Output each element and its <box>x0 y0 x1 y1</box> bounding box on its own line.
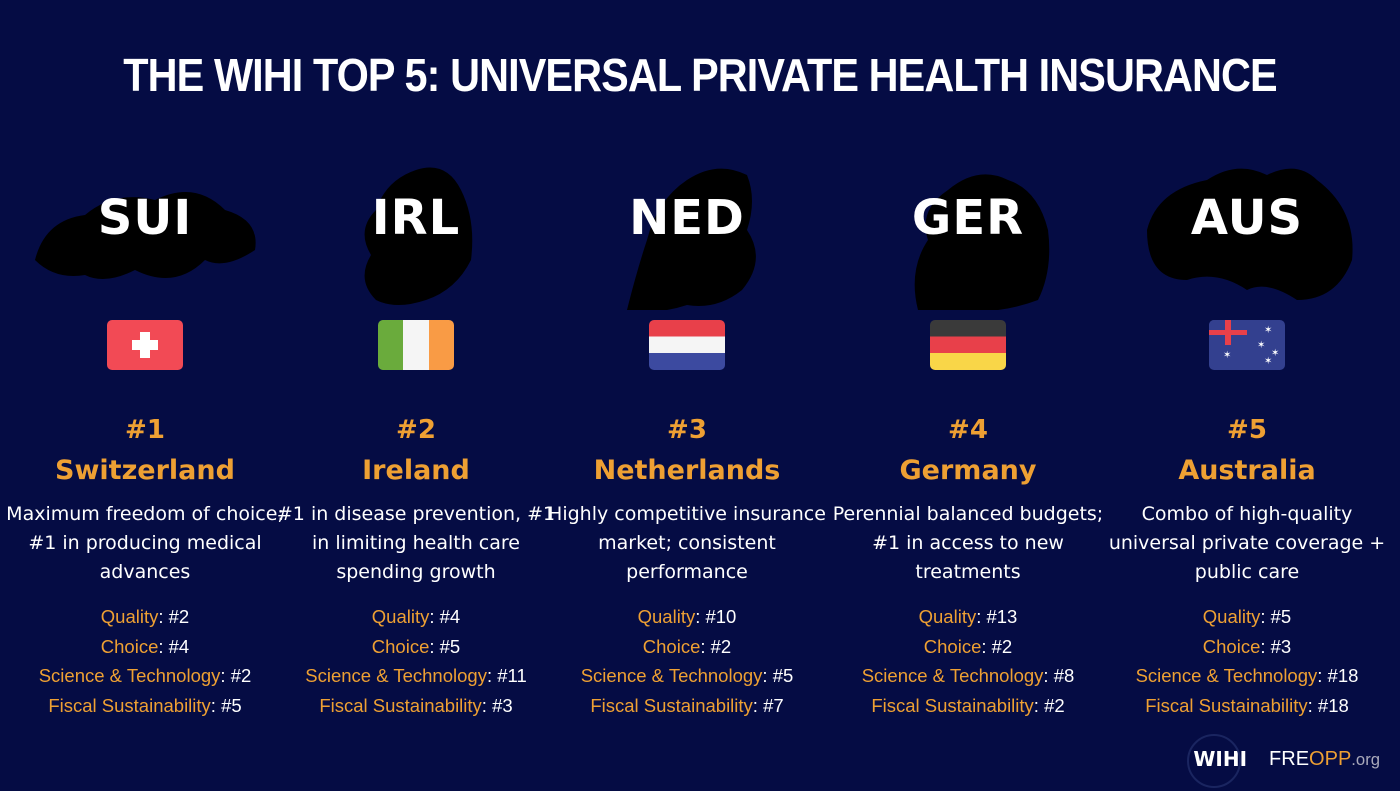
stat-fiscal: Fiscal Sustainability: #5 <box>48 694 242 716</box>
stat-choice: Choice: #3 <box>1202 635 1292 657</box>
stat-science: Science & Technology: #18 <box>1135 665 1359 686</box>
stat-science: Science & Technology: #5 <box>580 665 794 686</box>
stat-choice: Choice: #4 <box>100 635 190 657</box>
country-name: Netherlands <box>593 455 781 486</box>
country-description: #1 in disease prevention, #1 in limiting… <box>276 503 556 583</box>
country-name: Ireland <box>362 455 470 486</box>
country-name: Switzerland <box>55 455 235 486</box>
country-map <box>914 174 1050 310</box>
country-flag <box>649 320 725 370</box>
page-title: THE WIHI TOP 5: UNIVERSAL PRIVATE HEALTH… <box>123 49 1277 101</box>
logos: WIHI FREOPP.org <box>1187 734 1380 788</box>
country-flag: ✶ ✶ ✶ ✶ ✶ <box>1209 320 1285 370</box>
wihi-logo: WIHI <box>1187 734 1248 788</box>
country-code: NED <box>629 190 745 246</box>
stat-choice: Choice: #2 <box>642 635 732 657</box>
stat-quality: Quality: #13 <box>918 606 1018 627</box>
country-flag <box>930 320 1006 370</box>
stat-choice: Choice: #2 <box>923 635 1013 657</box>
country-flag <box>107 320 183 370</box>
country-code: IRL <box>371 190 461 246</box>
country-code: SUI <box>97 190 193 246</box>
country-rank: #3 <box>667 415 707 445</box>
country-map <box>1147 168 1353 300</box>
stat-quality: Quality: #2 <box>100 606 190 627</box>
country-name: Germany <box>899 455 1037 486</box>
stat-science: Science & Technology: #2 <box>38 665 252 686</box>
country-name: Australia <box>1178 455 1316 486</box>
country-code: GER <box>911 190 1025 246</box>
stat-fiscal: Fiscal Sustainability: #18 <box>1145 694 1349 716</box>
stat-quality: Quality: #4 <box>371 606 461 627</box>
stat-quality: Quality: #5 <box>1202 606 1292 627</box>
country-code: AUS <box>1190 190 1304 246</box>
country-stats: Quality: #4 Choice: #5 Science & Technol… <box>276 602 556 720</box>
stat-fiscal: Fiscal Sustainability: #2 <box>871 694 1065 716</box>
country-map <box>364 167 473 305</box>
country-description: Combo of high-quality universal private … <box>1108 503 1386 583</box>
stat-choice: Choice: #5 <box>371 635 461 657</box>
country-description: Maximum freedom of choice; #1 in produci… <box>6 503 284 583</box>
stat-quality: Quality: #10 <box>637 606 737 627</box>
freopp-logo: FREOPP.org <box>1269 747 1380 770</box>
stat-science: Science & Technology: #8 <box>861 665 1075 686</box>
country-stats: Quality: #5 Choice: #3 Science & Technol… <box>1107 602 1387 720</box>
country-description: Perennial balanced budgets; #1 in access… <box>832 503 1104 583</box>
country-map <box>35 192 256 279</box>
country-rank: #1 <box>125 415 165 445</box>
country-rank: #5 <box>1227 415 1267 445</box>
country-rank: #2 <box>396 415 436 445</box>
stat-fiscal: Fiscal Sustainability: #7 <box>590 694 784 716</box>
stat-fiscal: Fiscal Sustainability: #3 <box>319 694 513 716</box>
country-stats: Quality: #13 Choice: #2 Science & Techno… <box>828 602 1108 720</box>
country-description: Highly competitive insurance market; con… <box>548 503 826 583</box>
stat-science: Science & Technology: #11 <box>305 665 527 686</box>
country-rank: #4 <box>948 415 988 445</box>
country-map <box>627 168 756 310</box>
country-stats: Quality: #10 Choice: #2 Science & Techno… <box>547 602 827 720</box>
country-flag <box>378 320 454 370</box>
country-stats: Quality: #2 Choice: #4 Science & Technol… <box>5 602 285 720</box>
